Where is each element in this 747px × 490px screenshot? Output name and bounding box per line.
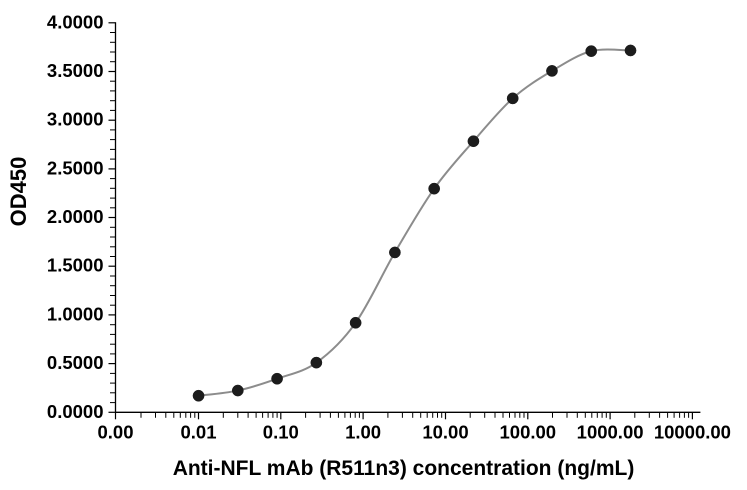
- svg-text:0.01: 0.01: [180, 421, 216, 442]
- svg-text:OD450: OD450: [6, 157, 31, 227]
- svg-text:1.5000: 1.5000: [47, 255, 104, 276]
- svg-text:1.0000: 1.0000: [47, 303, 104, 324]
- svg-text:2.0000: 2.0000: [47, 206, 104, 227]
- svg-text:1.00: 1.00: [345, 421, 381, 442]
- svg-text:0.0000: 0.0000: [47, 401, 104, 422]
- svg-text:10000.00: 10000.00: [654, 421, 731, 442]
- svg-text:100.00: 100.00: [500, 421, 557, 442]
- svg-text:0.00: 0.00: [97, 421, 133, 442]
- svg-text:3.0000: 3.0000: [47, 109, 104, 130]
- svg-text:3.5000: 3.5000: [47, 60, 104, 81]
- svg-text:2.5000: 2.5000: [47, 157, 104, 178]
- svg-text:4.0000: 4.0000: [47, 11, 104, 32]
- svg-text:0.10: 0.10: [263, 421, 299, 442]
- svg-text:0.5000: 0.5000: [47, 352, 104, 373]
- svg-text:1000.00: 1000.00: [577, 421, 644, 442]
- svg-text:10.00: 10.00: [422, 421, 468, 442]
